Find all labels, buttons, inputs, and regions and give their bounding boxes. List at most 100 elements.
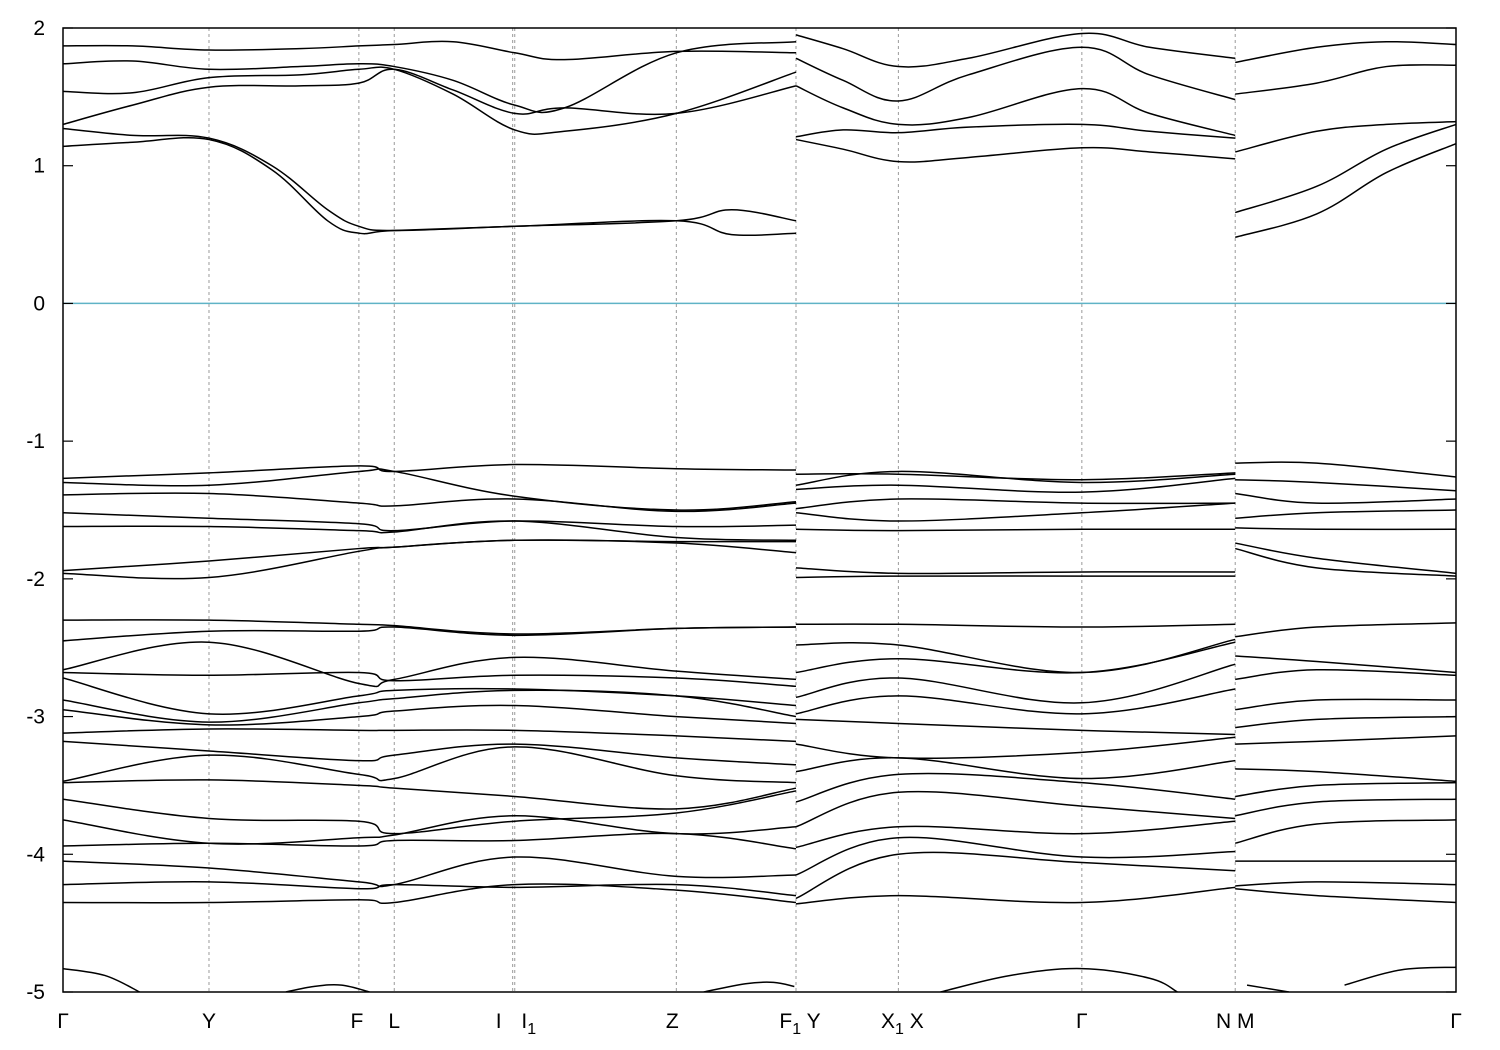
band-line bbox=[795, 528, 1236, 532]
x-tick-label: Y bbox=[202, 1010, 216, 1033]
x-tick-label: X1 X bbox=[881, 1010, 924, 1038]
band-line bbox=[1235, 798, 1456, 817]
band-line bbox=[63, 880, 797, 897]
band-line bbox=[795, 575, 1236, 579]
band-line bbox=[63, 137, 797, 237]
band-line bbox=[63, 626, 797, 642]
band-line bbox=[1235, 887, 1456, 904]
band-line bbox=[795, 757, 1236, 780]
band-line bbox=[795, 470, 1236, 486]
x-tick-label: F bbox=[350, 1010, 363, 1033]
band-line bbox=[63, 883, 797, 904]
x-tick-label: I1 bbox=[521, 1010, 536, 1038]
band-line bbox=[795, 790, 1236, 828]
band-line bbox=[63, 671, 797, 688]
axes bbox=[62, 27, 1457, 993]
y-tick-label: 0 bbox=[33, 292, 45, 315]
band-line bbox=[795, 477, 1236, 493]
band-line bbox=[63, 746, 797, 784]
band-line bbox=[1235, 819, 1456, 844]
band-line bbox=[285, 983, 370, 992]
band-line bbox=[1235, 698, 1456, 711]
plot-frame bbox=[62, 27, 1457, 993]
band-lines bbox=[63, 32, 1456, 992]
x-tick-label: I bbox=[496, 1010, 502, 1033]
band-line bbox=[63, 41, 797, 114]
x-tick-label: L bbox=[388, 1010, 400, 1033]
band-line bbox=[1235, 781, 1456, 798]
band-line bbox=[1235, 120, 1456, 153]
x-tick-label: Γ bbox=[1450, 1010, 1462, 1033]
band-line bbox=[63, 520, 797, 542]
band-line bbox=[795, 46, 1236, 102]
band-line bbox=[1235, 478, 1456, 492]
band-line bbox=[795, 718, 1236, 736]
band-line bbox=[1235, 542, 1456, 575]
band-line bbox=[795, 123, 1236, 139]
band-line bbox=[795, 85, 1236, 137]
band-line bbox=[795, 138, 1236, 163]
band-line bbox=[940, 967, 1178, 992]
band-line bbox=[1235, 668, 1456, 681]
band-line bbox=[1235, 547, 1456, 577]
band-line bbox=[63, 468, 797, 511]
band-line bbox=[795, 663, 1236, 704]
band-line bbox=[63, 779, 797, 810]
kpoint-gridlines bbox=[208, 28, 1236, 992]
x-tick-label: N M bbox=[1216, 1010, 1255, 1033]
band-line bbox=[795, 502, 1236, 522]
band-line bbox=[795, 498, 1236, 510]
band-line bbox=[63, 740, 797, 766]
x-tick-label: Γ bbox=[1076, 1010, 1088, 1033]
band-line bbox=[795, 623, 1236, 628]
band-line bbox=[795, 886, 1236, 905]
band-line bbox=[63, 512, 797, 532]
y-tick-label: 1 bbox=[33, 155, 45, 178]
band-line bbox=[63, 68, 797, 126]
y-tick-label: -1 bbox=[26, 430, 45, 453]
band-line bbox=[63, 704, 797, 726]
band-line bbox=[1235, 492, 1456, 505]
band-line bbox=[795, 736, 1236, 759]
x-tick-label: Γ bbox=[57, 1010, 69, 1033]
band-line bbox=[63, 40, 797, 61]
band-line bbox=[795, 851, 1236, 900]
band-line bbox=[795, 820, 1236, 849]
band-line bbox=[795, 688, 1236, 715]
band-line bbox=[1235, 735, 1456, 745]
x-tick-label: Z bbox=[666, 1010, 679, 1033]
band-line bbox=[795, 567, 1236, 575]
band-line bbox=[1234, 123, 1456, 214]
band-line bbox=[1235, 527, 1456, 531]
band-line bbox=[63, 728, 797, 743]
band-line bbox=[63, 790, 797, 835]
band-line bbox=[1235, 40, 1456, 64]
y-tick-label: -5 bbox=[26, 981, 45, 1004]
band-line bbox=[1235, 63, 1456, 95]
band-line bbox=[795, 836, 1236, 876]
band-line bbox=[1235, 461, 1456, 478]
band-line bbox=[63, 967, 140, 992]
band-line bbox=[63, 689, 797, 723]
band-line bbox=[1235, 655, 1456, 674]
band-line bbox=[795, 641, 1236, 674]
y-tick-label: 2 bbox=[33, 17, 45, 40]
x-tick-labels: Γ Y F L I I1 Z F1 Y X1 X Γ N M Γ bbox=[57, 1010, 1462, 1038]
y-tick-labels: 2 1 0 -1 -2 -3 -4 -5 bbox=[26, 17, 45, 1004]
band-line bbox=[1235, 715, 1456, 729]
band-line bbox=[63, 492, 797, 513]
band-line bbox=[795, 772, 1236, 803]
band-line bbox=[1235, 622, 1456, 638]
band-line bbox=[1344, 966, 1456, 986]
band-line bbox=[63, 66, 797, 135]
y-tick-label: -3 bbox=[26, 706, 45, 729]
band-line bbox=[1235, 509, 1456, 520]
y-tick-label: -2 bbox=[26, 568, 45, 591]
band-line bbox=[63, 641, 797, 688]
band-line bbox=[703, 981, 795, 992]
band-line bbox=[795, 32, 1236, 68]
y-tick-label: -4 bbox=[26, 843, 45, 866]
band-line bbox=[1235, 768, 1456, 783]
